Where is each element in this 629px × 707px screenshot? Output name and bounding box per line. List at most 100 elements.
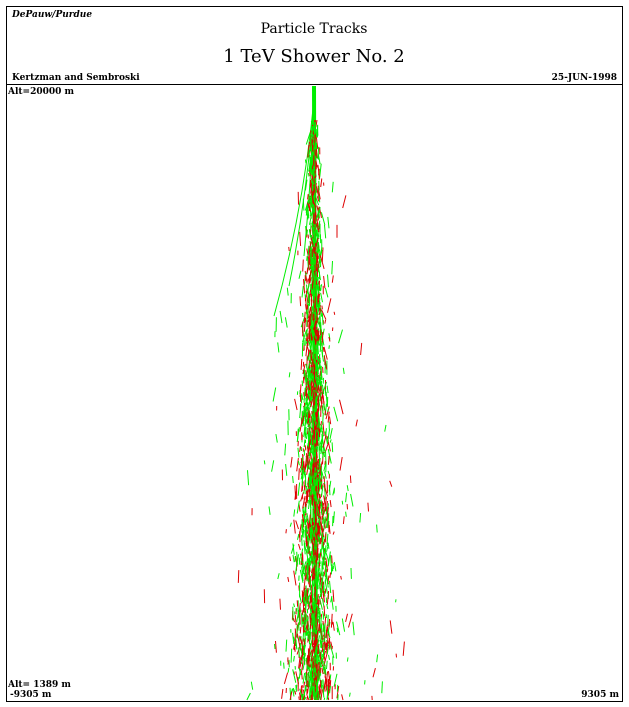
track xyxy=(326,690,329,701)
track xyxy=(315,329,318,341)
track xyxy=(330,595,333,603)
track xyxy=(332,531,335,535)
track xyxy=(313,273,318,287)
track xyxy=(327,455,330,465)
track xyxy=(295,671,299,685)
track xyxy=(313,558,318,573)
track xyxy=(323,605,326,617)
track xyxy=(274,643,276,650)
track xyxy=(306,284,308,290)
track xyxy=(326,671,329,681)
track xyxy=(303,696,307,701)
track xyxy=(326,646,329,655)
track xyxy=(318,378,323,387)
track xyxy=(297,428,299,440)
track xyxy=(348,613,353,628)
track xyxy=(315,469,318,474)
track xyxy=(315,279,318,285)
track xyxy=(295,685,297,692)
track xyxy=(301,420,304,424)
track xyxy=(316,505,320,517)
track xyxy=(326,568,329,573)
track xyxy=(299,418,303,432)
track xyxy=(295,520,299,530)
track xyxy=(318,285,320,291)
track xyxy=(317,643,320,655)
track xyxy=(320,421,322,425)
track xyxy=(298,594,302,604)
track xyxy=(309,357,313,365)
track xyxy=(327,614,329,627)
track xyxy=(342,367,345,374)
track xyxy=(313,318,316,334)
track xyxy=(320,368,323,381)
track xyxy=(389,620,393,634)
track xyxy=(311,125,314,138)
track xyxy=(327,575,330,583)
track xyxy=(312,537,316,551)
track xyxy=(310,440,316,454)
track xyxy=(332,621,335,631)
track xyxy=(323,590,326,594)
track xyxy=(317,419,322,433)
track xyxy=(322,434,327,448)
track xyxy=(310,673,313,678)
track xyxy=(307,380,310,388)
track xyxy=(311,426,314,437)
track xyxy=(310,373,314,383)
track xyxy=(324,642,327,651)
track xyxy=(352,621,355,636)
track xyxy=(302,363,306,375)
track xyxy=(286,287,289,296)
track xyxy=(306,379,308,386)
track xyxy=(285,529,287,534)
track xyxy=(304,159,307,164)
track xyxy=(309,613,311,624)
track xyxy=(321,471,325,479)
track xyxy=(318,308,321,314)
track xyxy=(302,198,305,211)
track xyxy=(311,270,313,282)
track xyxy=(275,434,278,443)
track xyxy=(314,154,316,161)
track xyxy=(300,492,304,502)
track xyxy=(301,671,303,680)
track xyxy=(296,500,300,514)
track xyxy=(303,576,306,592)
track xyxy=(307,537,310,553)
track xyxy=(329,554,332,566)
track xyxy=(310,161,313,175)
track xyxy=(322,590,325,602)
date: 25-JUN-1998 xyxy=(552,73,617,83)
track xyxy=(292,688,295,697)
track xyxy=(324,561,327,576)
track xyxy=(311,566,315,582)
track xyxy=(318,659,322,670)
track xyxy=(284,443,287,456)
track xyxy=(306,248,310,259)
track xyxy=(325,501,328,512)
track xyxy=(319,321,321,328)
track xyxy=(309,492,311,502)
track xyxy=(333,673,338,687)
track xyxy=(329,416,332,425)
track xyxy=(305,485,307,495)
track xyxy=(309,211,313,225)
track xyxy=(311,278,314,289)
track xyxy=(323,697,326,701)
track xyxy=(309,370,311,379)
track xyxy=(277,342,280,353)
track xyxy=(323,463,326,472)
track xyxy=(321,661,324,668)
track xyxy=(309,312,312,323)
track xyxy=(301,286,304,298)
track xyxy=(320,445,323,455)
track xyxy=(318,517,321,524)
track xyxy=(304,426,307,439)
track xyxy=(305,672,307,684)
track xyxy=(293,509,296,517)
track xyxy=(316,498,318,508)
track xyxy=(345,511,347,517)
track xyxy=(312,485,315,496)
track xyxy=(313,184,315,196)
